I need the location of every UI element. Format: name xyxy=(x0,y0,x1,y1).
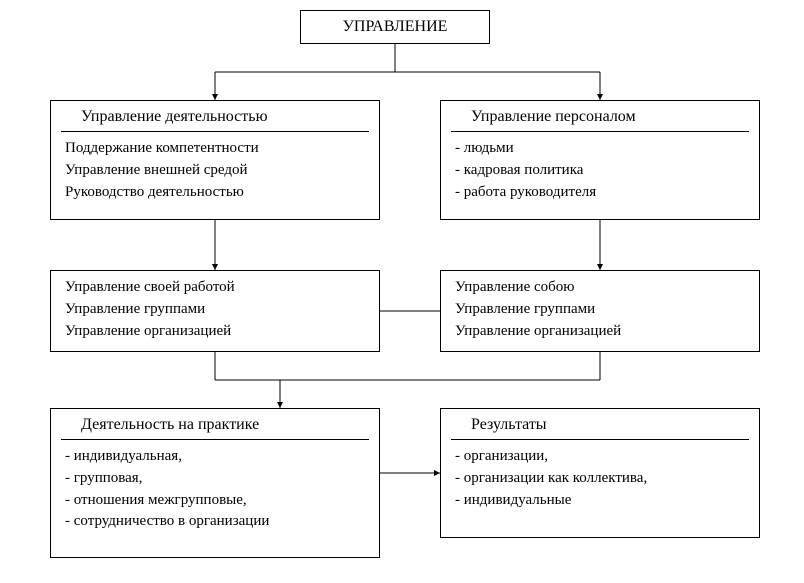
node-personnel-management-items: - людьми - кадровая политика - работа ру… xyxy=(441,132,759,211)
node-results-title: Результаты xyxy=(441,409,759,439)
list-item: - отношения межгрупповые, xyxy=(65,490,369,512)
diagram-canvas: УПРАВЛЕНИЕ Управление деятельностью Подд… xyxy=(0,0,804,583)
list-item: - кадровая политика xyxy=(455,160,749,182)
node-results-items: - организации, - организации как коллект… xyxy=(441,440,759,519)
node-self-management-items: Управление собою Управление группами Упр… xyxy=(441,271,759,350)
list-item: - сотрудничество в организации xyxy=(65,511,369,533)
list-item: - групповая, xyxy=(65,468,369,490)
list-item: Управление группами xyxy=(455,299,749,321)
list-item: Управление организацией xyxy=(455,321,749,343)
node-practice: Деятельность на практике - индивидуальна… xyxy=(50,408,380,558)
list-item: - организации как коллектива, xyxy=(455,468,749,490)
node-activity-management: Управление деятельностью Поддержание ком… xyxy=(50,100,380,220)
node-root-title: УПРАВЛЕНИЕ xyxy=(301,11,489,41)
list-item: Управление своей работой xyxy=(65,277,369,299)
list-item: - людьми xyxy=(455,138,749,160)
list-item: - работа руководителя xyxy=(455,182,749,204)
list-item: Поддержание компетентности xyxy=(65,138,369,160)
list-item: - организации, xyxy=(455,446,749,468)
node-work-management-items: Управление своей работой Управление груп… xyxy=(51,271,379,350)
node-results: Результаты - организации, - организации … xyxy=(440,408,760,538)
node-activity-management-items: Поддержание компетентности Управление вн… xyxy=(51,132,379,211)
node-personnel-management-title: Управление персоналом xyxy=(441,101,759,131)
node-activity-management-title: Управление деятельностью xyxy=(51,101,379,131)
list-item: Руководство деятельностью xyxy=(65,182,369,204)
list-item: - индивидуальная, xyxy=(65,446,369,468)
list-item: Управление внешней средой xyxy=(65,160,369,182)
list-item: Управление собою xyxy=(455,277,749,299)
node-work-management: Управление своей работой Управление груп… xyxy=(50,270,380,352)
list-item: Управление группами xyxy=(65,299,369,321)
node-practice-items: - индивидуальная, - групповая, - отношен… xyxy=(51,440,379,541)
node-root: УПРАВЛЕНИЕ xyxy=(300,10,490,44)
node-self-management: Управление собою Управление группами Упр… xyxy=(440,270,760,352)
node-personnel-management: Управление персоналом - людьми - кадрова… xyxy=(440,100,760,220)
list-item: Управление организацией xyxy=(65,321,369,343)
list-item: - индивидуальные xyxy=(455,490,749,512)
node-practice-title: Деятельность на практике xyxy=(51,409,379,439)
